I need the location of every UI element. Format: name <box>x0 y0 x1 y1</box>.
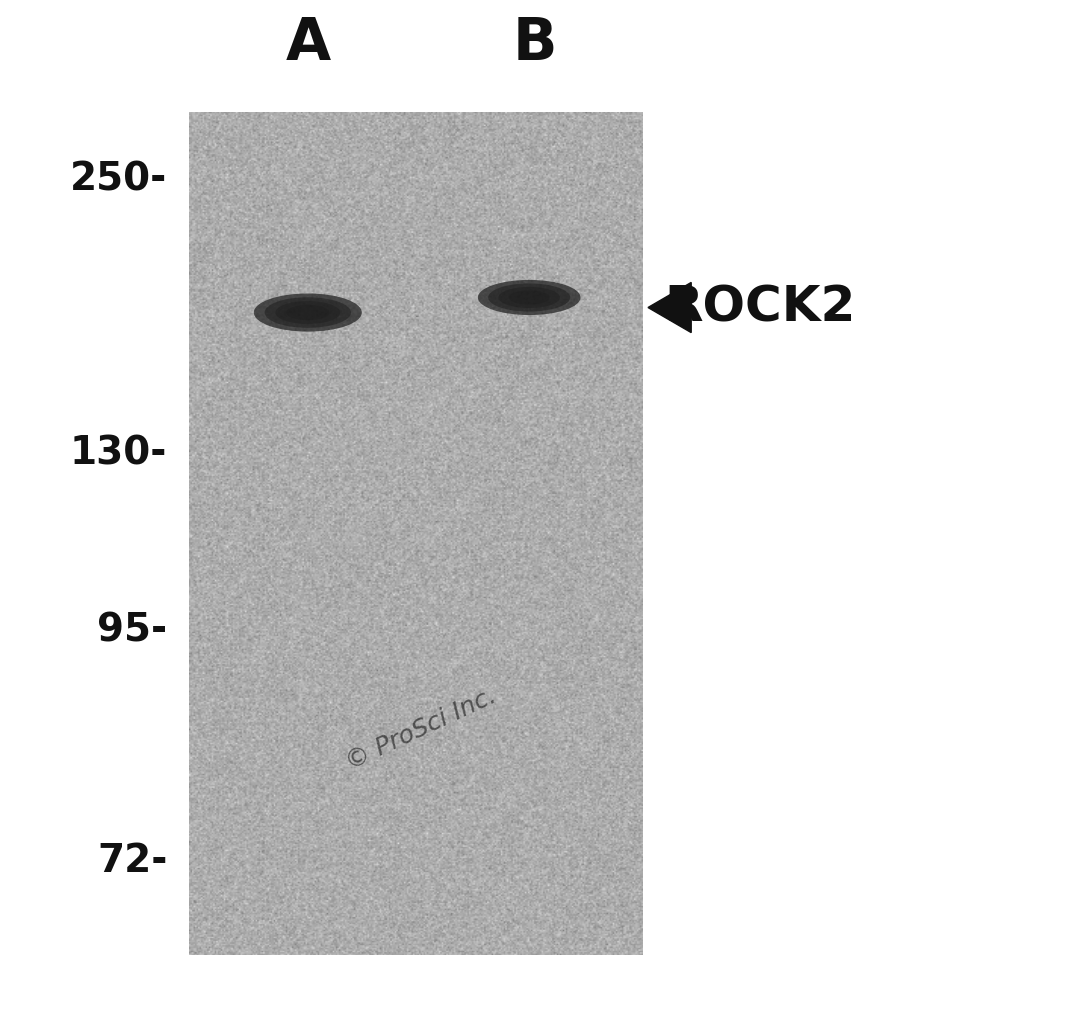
Ellipse shape <box>499 287 561 308</box>
Ellipse shape <box>488 284 570 311</box>
Text: A: A <box>285 15 330 72</box>
Ellipse shape <box>478 280 581 315</box>
Text: 250-: 250- <box>70 160 167 198</box>
Ellipse shape <box>265 297 351 328</box>
Text: 95-: 95- <box>97 612 167 649</box>
Ellipse shape <box>254 294 362 331</box>
Text: 72-: 72- <box>97 842 167 881</box>
Polygon shape <box>648 283 691 332</box>
Text: © ProSci Inc.: © ProSci Inc. <box>342 684 500 775</box>
Ellipse shape <box>509 291 550 304</box>
Ellipse shape <box>275 301 340 324</box>
Text: 130-: 130- <box>70 434 167 472</box>
Ellipse shape <box>286 305 329 320</box>
Text: ROCK2: ROCK2 <box>664 284 855 331</box>
Text: B: B <box>512 15 557 72</box>
